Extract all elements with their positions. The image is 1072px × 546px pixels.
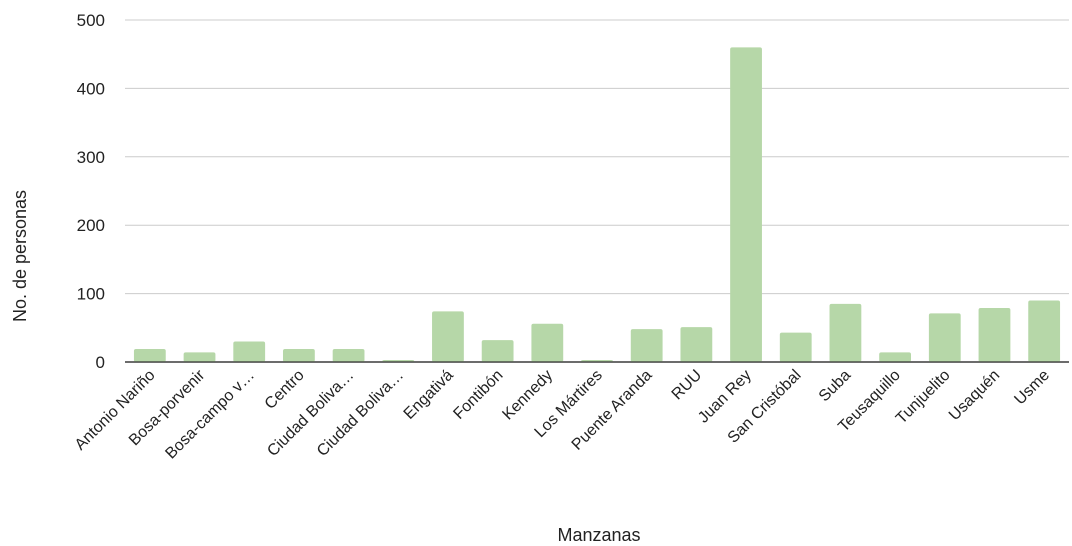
bar — [233, 341, 266, 362]
y-tick-label: 300 — [77, 148, 105, 167]
bar — [978, 307, 1011, 362]
x-tick-label: Fontibón — [450, 367, 506, 423]
bar — [829, 303, 862, 362]
bar — [133, 349, 166, 362]
bar — [531, 323, 564, 362]
y-axis-ticks: 0 100 200 300 400 500 — [77, 11, 105, 372]
x-tick-label: RUU — [669, 367, 706, 404]
bar — [282, 349, 315, 362]
x-axis-title: Manzanas — [557, 525, 640, 545]
bar — [680, 327, 713, 362]
bar — [1028, 300, 1061, 362]
x-tick-label: Ciudad Boliva… — [314, 367, 407, 460]
x-tick-label: Centro — [262, 367, 308, 413]
bar — [183, 352, 216, 362]
y-tick-label: 200 — [77, 216, 105, 235]
y-tick-label: 500 — [77, 11, 105, 30]
x-tick-label: Usaquén — [946, 367, 1003, 424]
bar — [432, 311, 464, 362]
y-tick-label: 0 — [96, 353, 105, 372]
y-tick-label: 400 — [77, 79, 105, 98]
bar — [928, 313, 961, 362]
bar — [730, 47, 762, 363]
y-tick-label: 100 — [77, 285, 105, 304]
bar — [879, 352, 912, 362]
x-tick-label: Suba — [816, 367, 855, 406]
gridlines — [125, 19, 1069, 363]
x-tick-label: Bosa-campo v… — [162, 367, 258, 463]
bar — [481, 340, 514, 362]
bar — [630, 329, 663, 362]
x-tick-label: Ciudad Boliva… — [264, 367, 357, 460]
bar — [332, 349, 365, 362]
x-tick-label: Tunjuelito — [893, 367, 954, 428]
bar — [779, 332, 812, 362]
bars — [133, 47, 1061, 363]
y-axis-title: No. de personas — [10, 190, 30, 322]
x-tick-label: Engativá — [401, 367, 457, 423]
x-tick-label: Usme — [1011, 367, 1053, 409]
